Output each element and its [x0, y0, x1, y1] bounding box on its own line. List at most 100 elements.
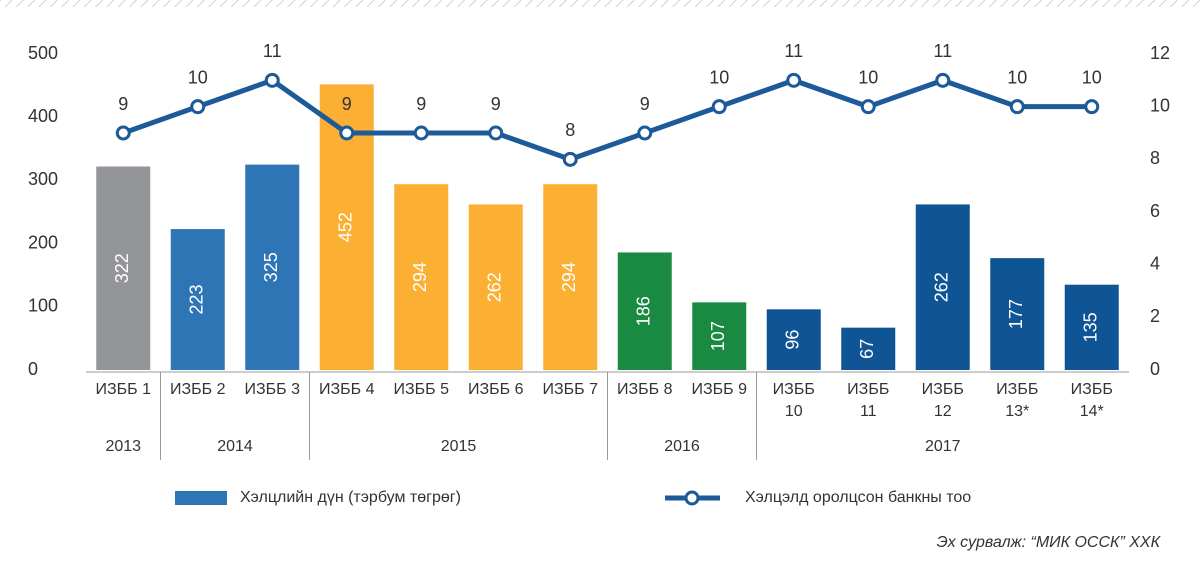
- bar-value-label: 452: [336, 212, 356, 242]
- line-point: [860, 99, 876, 115]
- x-tick-label: ИЗББ 2: [170, 381, 226, 398]
- line-value-label: 10: [1082, 67, 1102, 87]
- bar-value-label: 107: [708, 321, 728, 351]
- bar-value-label: 294: [410, 262, 430, 292]
- line-value-label: 11: [784, 41, 803, 61]
- bar: [841, 327, 896, 370]
- y2-tick-label: 4: [1150, 253, 1160, 273]
- line-value-label: 9: [342, 94, 352, 114]
- x-tick-label: ИЗББ 12: [922, 381, 964, 420]
- line-point: [115, 125, 131, 141]
- y2-tick-label: 2: [1150, 306, 1160, 326]
- line-point: [339, 125, 355, 141]
- x-tick-label: ИЗББ 3: [244, 381, 300, 398]
- x-tick-line: ИЗББ: [922, 381, 964, 398]
- line-point: [562, 151, 578, 167]
- line-point: [711, 99, 727, 115]
- bar: [96, 166, 151, 370]
- legend-label: Хэлцэлд оролцсон банкны тоо: [745, 489, 971, 506]
- x-tick-label: ИЗББ 11: [847, 381, 889, 420]
- x-tick-line: ИЗББ: [847, 381, 889, 398]
- y-tick-label: 0: [28, 359, 38, 379]
- bar: [990, 258, 1045, 370]
- bar-value-label: 96: [783, 330, 803, 350]
- bar: [692, 302, 747, 370]
- line-point: [637, 125, 653, 141]
- y-tick-label: 300: [28, 169, 58, 189]
- x-tick-line: 10: [785, 403, 803, 420]
- top-stripe: [0, 0, 1200, 7]
- x-tick-line: 13*: [1005, 403, 1029, 420]
- group-label: 2017: [925, 438, 961, 455]
- bar-value-label: 262: [932, 272, 952, 302]
- line-value-label: 11: [263, 41, 282, 61]
- bar-value-label: 177: [1006, 299, 1026, 329]
- bar-value-label: 325: [261, 252, 281, 282]
- bar-value-label: 294: [559, 262, 579, 292]
- bar: [394, 184, 449, 370]
- bar-value-label: 322: [112, 253, 132, 283]
- bar: [915, 204, 970, 370]
- x-tick-line: 11: [860, 403, 877, 420]
- y2-tick-label: 12: [1150, 43, 1170, 63]
- x-tick-label: ИЗББ 14*: [1071, 381, 1113, 420]
- line-value-label: 9: [118, 94, 128, 114]
- y-tick-label: 200: [28, 232, 58, 252]
- x-tick-label: ИЗББ 6: [468, 381, 524, 398]
- legend-label: Хэлцлийн дүн (тэрбум төгрөг): [240, 489, 461, 506]
- bar: [766, 309, 821, 370]
- bar-value-label: 262: [485, 272, 505, 302]
- x-tick-label: ИЗББ 7: [542, 381, 598, 398]
- line-point: [1009, 99, 1025, 115]
- bar: [468, 204, 523, 370]
- y-tick-label: 100: [28, 296, 58, 316]
- line-point: [786, 72, 802, 88]
- line-point: [488, 125, 504, 141]
- y2-tick-label: 8: [1150, 148, 1160, 168]
- x-tick-label: ИЗББ 1: [95, 381, 151, 398]
- y2-tick-label: 0: [1150, 359, 1160, 379]
- line-point: [264, 72, 280, 88]
- x-tick-line: 12: [934, 403, 952, 420]
- line-point: [1084, 99, 1100, 115]
- x-tick-label: ИЗББ 13*: [996, 381, 1038, 420]
- x-tick-label: ИЗББ 5: [393, 381, 449, 398]
- x-tick-label: ИЗББ 10: [773, 381, 815, 420]
- group-label: 2015: [441, 438, 477, 455]
- line-point: [190, 99, 206, 115]
- line-value-label: 10: [1007, 67, 1027, 87]
- group-label: 2016: [664, 438, 700, 455]
- line: [122, 77, 1092, 162]
- x-tick-line: ИЗББ: [1071, 381, 1113, 398]
- x-tick-label: ИЗББ 8: [617, 381, 673, 398]
- bar: [170, 229, 225, 370]
- bar: [1064, 284, 1119, 370]
- line-point: [935, 72, 951, 88]
- x-tick-label: ИЗББ 4: [319, 381, 375, 398]
- x-tick-line: 14*: [1080, 403, 1104, 420]
- group-label: 2014: [217, 438, 253, 455]
- bar-value-label: 186: [634, 296, 654, 326]
- line-value-label: 11: [933, 41, 952, 61]
- bar-value-label: 135: [1081, 312, 1101, 342]
- line-value-label: 8: [565, 120, 575, 140]
- bar: [245, 164, 300, 370]
- y2-tick-label: 10: [1150, 95, 1170, 115]
- line-value-label: 10: [709, 67, 729, 87]
- x-tick-line: ИЗББ: [996, 381, 1038, 398]
- y-tick-label: 500: [28, 43, 58, 63]
- bar-value-label: 67: [857, 339, 877, 359]
- line-value-label: 9: [640, 94, 650, 114]
- legend-marker: [684, 490, 700, 506]
- bar-value-label: 223: [187, 285, 207, 315]
- bar: [543, 184, 598, 370]
- group-label: 2013: [105, 438, 141, 455]
- y2-tick-label: 6: [1150, 201, 1160, 221]
- line-point: [413, 125, 429, 141]
- line-value-label: 10: [188, 67, 208, 87]
- x-tick-line: ИЗББ: [773, 381, 815, 398]
- legend-swatch: [175, 491, 227, 505]
- line-value-label: 9: [491, 94, 501, 114]
- line-value-label: 9: [416, 94, 426, 114]
